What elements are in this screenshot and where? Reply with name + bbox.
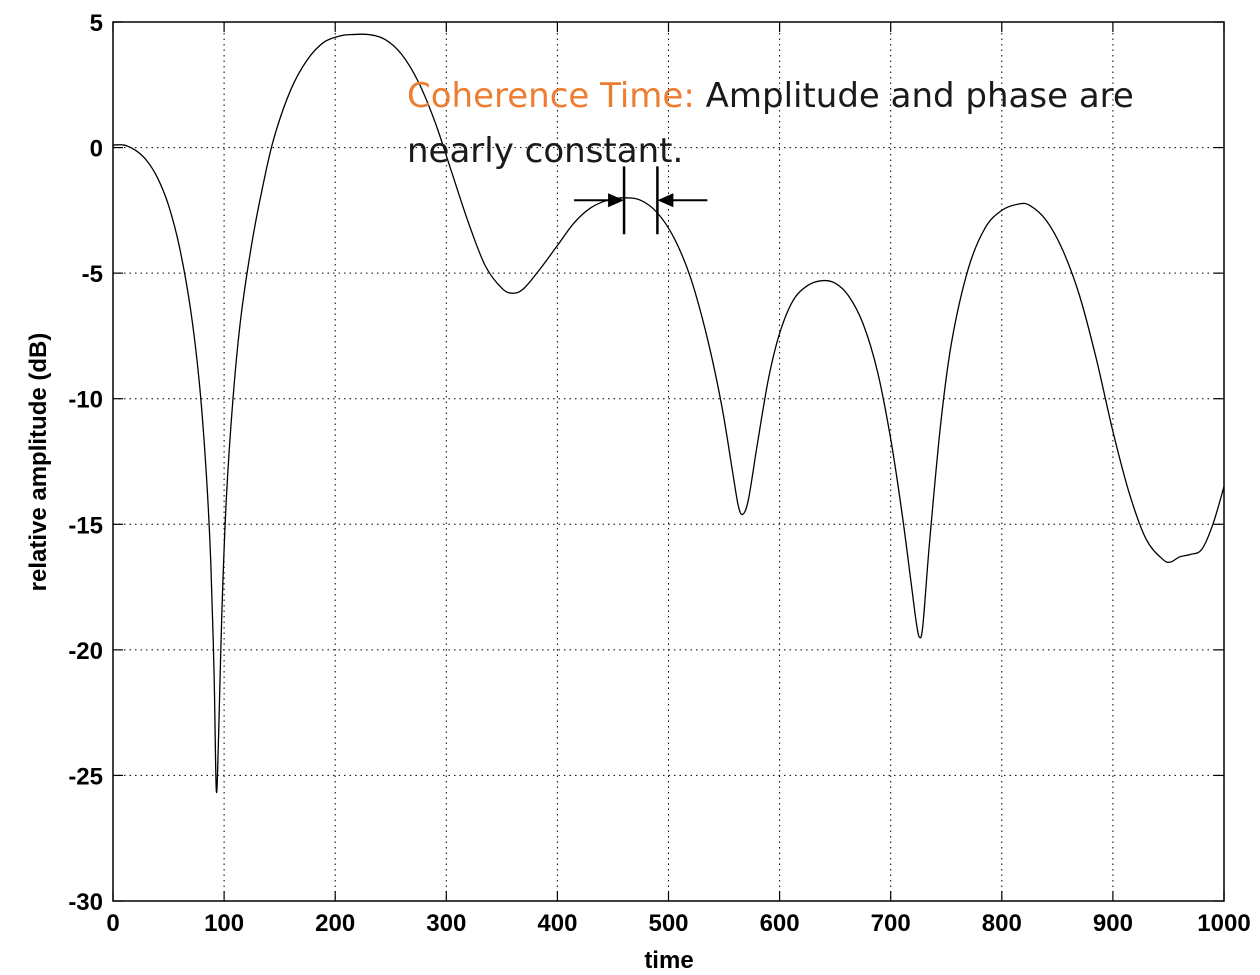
y-tick-label: -20	[68, 638, 103, 665]
x-tick-label: 100	[204, 910, 244, 937]
coherence-interval-marker	[574, 166, 708, 235]
y-tick-label: 0	[90, 136, 103, 163]
x-tick-label: 600	[760, 910, 800, 937]
x-tick-label: 500	[648, 910, 688, 937]
y-tick-label: -30	[68, 889, 103, 916]
y-axis-label: relative amplitude (dB)	[25, 333, 52, 592]
gridlines	[113, 22, 1224, 901]
x-tick-label: 200	[315, 910, 355, 937]
x-axis-label: time	[644, 947, 693, 974]
annotation-line-1: Coherence Time: Amplitude and phase are	[407, 76, 1134, 116]
x-tick-label: 800	[982, 910, 1022, 937]
axis-ticks	[112, 21, 1225, 902]
x-tick-labels: 0 100 200 300 400 500 600 700 800 900 1000	[106, 910, 1250, 937]
x-tick-label: 0	[106, 910, 119, 937]
arrow-head-right-pointing	[608, 193, 625, 208]
x-tick-label: 1000	[1197, 910, 1250, 937]
annotation-highlight-label: Coherence Time:	[407, 76, 695, 116]
y-tick-label: -5	[82, 261, 103, 288]
annotation-line-2: nearly constant.	[407, 131, 683, 171]
x-tick-label: 400	[537, 910, 577, 937]
arrow-head-left-pointing	[657, 193, 674, 208]
y-tick-label: -15	[68, 512, 103, 539]
y-tick-label: -25	[68, 763, 103, 790]
x-tick-label: 300	[426, 910, 466, 937]
annotation-text-line-1: Amplitude and phase are	[695, 76, 1134, 116]
x-tick-label: 700	[871, 910, 911, 937]
series-line-0	[112, 33, 1225, 794]
series-line-group	[112, 33, 1225, 794]
x-tick-label: 900	[1093, 910, 1133, 937]
y-tick-label: 5	[90, 10, 103, 37]
y-tick-labels: 5 0 -5 -10 -15 -20 -25 -30	[68, 10, 103, 916]
y-tick-label: -10	[68, 387, 103, 414]
